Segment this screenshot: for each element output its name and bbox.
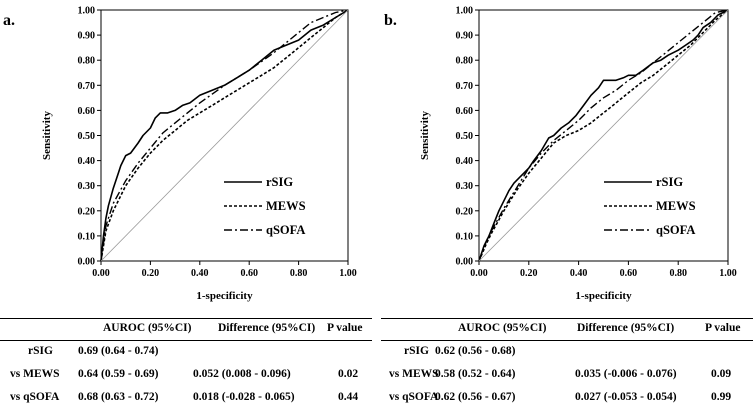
panel-b-legend-label-qsofa: qSOFA [656, 223, 695, 237]
panel-a-xtick-label: 1.00 [339, 268, 357, 279]
table-a-row2-label: vs MEWS [10, 368, 60, 380]
panel-b-ytick-label: 0.40 [456, 156, 474, 167]
table-b-row1-auroc: 0.62 (0.56 - 0.68) [435, 345, 516, 357]
panel-a-legend-label-rsig: rSIG [266, 175, 293, 189]
panel-a-ytick-label: 0.10 [78, 231, 96, 242]
panel-a-ytick-label: 0.40 [78, 156, 96, 167]
table-a-row3-label: vs qSOFA [10, 391, 60, 403]
panel-a-xlabel: 1-specificity [196, 290, 253, 302]
panel-b-ytick-label: 0.00 [456, 257, 474, 268]
table-a-header-pvalue: P value [327, 322, 363, 334]
panel-a-ytick-label: 0.80 [78, 56, 96, 67]
panel-b-series-qsofa [478, 9, 729, 262]
panel-b-xtick-label: 1.00 [719, 268, 737, 279]
table-b-row2-pvalue: 0.09 [711, 368, 732, 380]
panel-b-ytick-label: 0.20 [456, 206, 474, 217]
panel-a-label: a. [3, 12, 15, 29]
panel-a-ytick-label: 0.20 [78, 206, 96, 217]
panel-b-ytick-label: 0.70 [456, 81, 474, 92]
table-b-header-rule [381, 340, 753, 341]
table-b-row1-label: rSIG [404, 345, 429, 357]
table-b-row2-label: vs MEWS [389, 368, 439, 380]
panel-a-ytick-label: 0.70 [78, 81, 96, 92]
panel-a-ylabel: Sensitivity [41, 111, 53, 160]
table-b-row3-auroc: 0.62 (0.56 - 0.67) [435, 391, 516, 403]
table-b-row2-auroc: 0.58 (0.52 - 0.64) [435, 368, 516, 380]
panel-a-ytick-label: 0.00 [78, 257, 96, 268]
panel-b-xtick-label: 0.80 [669, 268, 687, 279]
panel-b-ytick-label: 0.10 [456, 231, 474, 242]
panel-b-legend-label-rsig: rSIG [656, 175, 683, 189]
table-a-top-rule [0, 318, 372, 319]
panel-a-xtick-label: 0.80 [290, 268, 308, 279]
panel-b-legend-label-mews: MEWS [656, 199, 696, 213]
panel-a-ytick-label: 0.60 [78, 106, 96, 117]
table-a-row3-auroc: 0.68 (0.63 - 0.72) [78, 391, 159, 403]
table-a-row3-difference: 0.018 (-0.028 - 0.065) [193, 391, 295, 403]
table-a-header-rule [0, 340, 372, 341]
panel-b-label: b. [384, 12, 397, 29]
panel-a-ytick-label: 0.50 [78, 131, 96, 142]
panel-a-series-rsig [100, 9, 349, 262]
table-b-header-pvalue: P value [705, 322, 741, 334]
table-a-row1-label: rSIG [28, 345, 53, 357]
panel-b-xtick-label: 0.00 [470, 268, 488, 279]
panel-a-legend-label-mews: MEWS [266, 199, 306, 213]
panel-a-series-mews [100, 9, 349, 262]
panel-a-legend-label-qsofa: qSOFA [266, 223, 305, 237]
panel-b-xtick-label: 0.60 [620, 268, 638, 279]
table-a-header-auroc: AUROC (95%CI) [103, 322, 192, 334]
panel-a-xtick-label: 0.20 [142, 268, 160, 279]
panel-b-ytick-label: 0.90 [456, 31, 474, 42]
panel-a-series-qsofa [100, 9, 349, 262]
table-b-header-difference: Difference (95%CI) [577, 322, 675, 334]
table-a-row2-difference: 0.052 (0.008 - 0.096) [193, 368, 291, 380]
panel-b-xtick-label: 0.20 [520, 268, 538, 279]
panel-a-ytick-label: 1.00 [78, 6, 96, 17]
table-b-row3-pvalue: 0.99 [711, 391, 732, 403]
panel-a-xtick-label: 0.40 [191, 268, 209, 279]
table-b-top-rule [381, 318, 753, 319]
panel-b-xtick-label: 0.40 [570, 268, 588, 279]
panel-b-ytick-label: 0.80 [456, 56, 474, 67]
panel-b-series-mews [478, 9, 729, 262]
table-b-row2-difference: 0.035 (-0.006 - 0.076) [575, 368, 677, 380]
panel-b-ytick-label: 1.00 [456, 6, 474, 17]
panel-a-ytick-label: 0.30 [78, 181, 96, 192]
panel-b-ytick-label: 0.50 [456, 131, 474, 142]
table-a-row1-auroc: 0.69 (0.64 - 0.74) [78, 345, 159, 357]
panel-b-ytick-label: 0.60 [456, 106, 474, 117]
panel-b-series-reference [478, 9, 729, 262]
panel-a-ytick-label: 0.90 [78, 31, 96, 42]
panel-a-xtick-label: 0.00 [92, 268, 110, 279]
panel-b-xlabel: 1-specificity [575, 290, 632, 302]
table-a-header-difference: Difference (95%CI) [218, 322, 316, 334]
panel-a-xtick-label: 0.60 [240, 268, 258, 279]
table-b-row3-difference: 0.027 (-0.053 - 0.054) [575, 391, 677, 403]
table-b-header-auroc: AUROC (95%CI) [458, 322, 547, 334]
panel-b-ylabel: Sensitivity [419, 111, 431, 160]
panel-b-series-rsig [478, 9, 729, 262]
table-a-row2-auroc: 0.64 (0.59 - 0.69) [78, 368, 159, 380]
table-a-row3-pvalue: 0.44 [338, 391, 359, 403]
table-b-row3-label: vs qSOFA [389, 391, 439, 403]
table-a-row2-pvalue: 0.02 [338, 368, 359, 380]
panel-b-ytick-label: 0.30 [456, 181, 474, 192]
panel-a-series-reference [100, 9, 349, 262]
